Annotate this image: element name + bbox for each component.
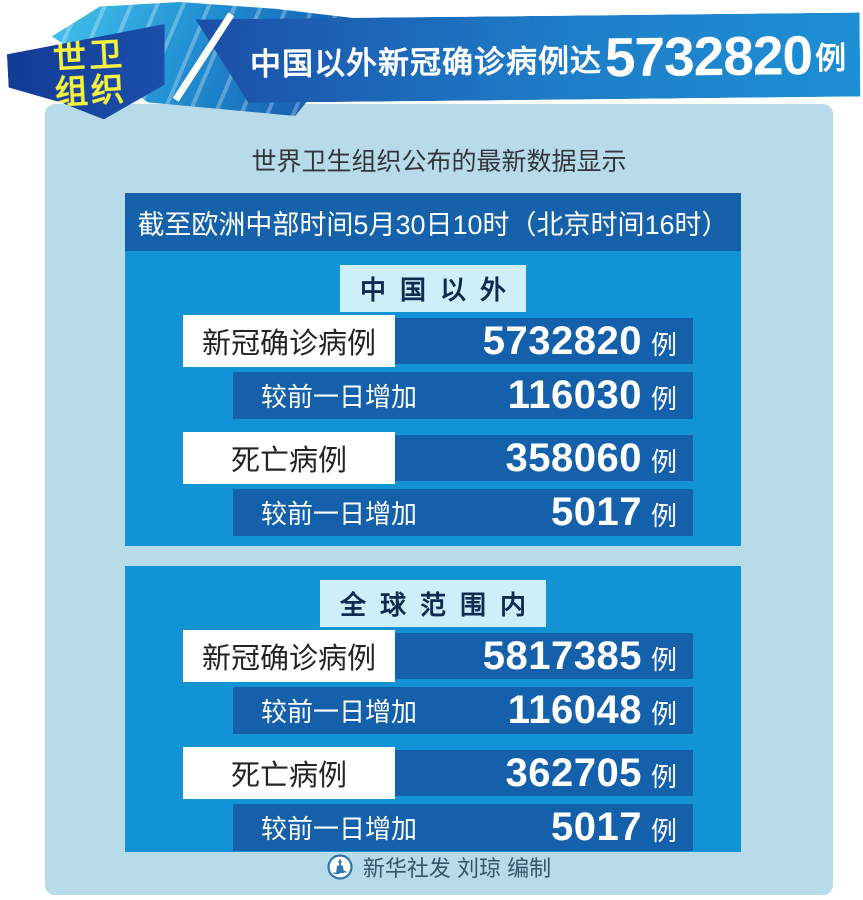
stat-row-daily-increase: 较前一日增加 5017 例 xyxy=(125,489,741,536)
stat-unit: 例 xyxy=(650,699,677,729)
section-outside-china: 中国以外 新冠确诊病例 5732820 例 较前一日增加 116030 例 死亡… xyxy=(125,251,741,546)
stat-unit: 例 xyxy=(650,384,677,414)
intro-text: 世界卫生组织公布的最新数据显示 xyxy=(251,148,627,176)
stat-value: 116048 xyxy=(507,688,642,732)
headline-prefix: 中国以外新冠确诊病例达 xyxy=(249,42,603,82)
stat-unit: 例 xyxy=(650,644,677,675)
stat-row-daily-increase: 较前一日增加 5017 例 xyxy=(125,804,741,851)
stat-label-chip: 死亡病例 xyxy=(183,747,395,799)
stat-label-chip: 死亡病例 xyxy=(183,432,395,484)
credit-text: 新华社发 刘琼 编制 xyxy=(362,856,552,881)
stat-row-deaths: 死亡病例 362705 例 xyxy=(125,747,741,799)
stat-unit: 例 xyxy=(650,761,677,792)
stat-value: 5817385 xyxy=(482,633,642,678)
stat-unit: 例 xyxy=(650,501,677,531)
stat-value-band: 5817385 例 xyxy=(393,633,693,679)
stat-value-band: 358060 例 xyxy=(393,435,693,481)
stat-row-deaths: 死亡病例 358060 例 xyxy=(125,432,741,484)
stat-value-band: 较前一日增加 116048 例 xyxy=(233,687,693,734)
stat-row-daily-increase: 较前一日增加 116030 例 xyxy=(125,372,741,419)
headline-band: 中国以外新冠确诊病例达 5732820 例 xyxy=(196,13,861,104)
stat-label: 较前一日增加 xyxy=(261,382,418,412)
stat-value-band: 5732820 例 xyxy=(393,318,693,364)
stat-label: 较前一日增加 xyxy=(261,814,418,844)
stat-label-chip: 新冠确诊病例 xyxy=(183,315,395,367)
stat-value: 5017 xyxy=(551,490,642,534)
stat-unit: 例 xyxy=(650,329,677,360)
section-title-global: 全球范围内 xyxy=(319,580,547,627)
who-badge-line2: 组织 xyxy=(53,70,128,111)
stat-row-confirmed: 新冠确诊病例 5817385 例 xyxy=(125,630,741,682)
stat-unit: 例 xyxy=(650,446,677,477)
header-banner: 中国以外新冠确诊病例达 5732820 例 世卫 组织 xyxy=(0,0,863,132)
stat-value: 5017 xyxy=(551,805,642,849)
stat-value-band: 较前一日增加 5017 例 xyxy=(233,489,693,536)
stat-label: 较前一日增加 xyxy=(261,697,418,727)
stat-value-band: 362705 例 xyxy=(393,750,693,796)
xinhua-logo-icon xyxy=(327,854,353,880)
who-badge: 世卫 组织 xyxy=(6,24,175,124)
stat-value: 5732820 xyxy=(482,318,642,363)
date-bar-text: 截至欧洲中部时间5月30日10时（北京时间16时） xyxy=(137,209,729,240)
stat-row-daily-increase: 较前一日增加 116048 例 xyxy=(125,687,741,734)
section-global: 全球范围内 新冠确诊病例 5817385 例 较前一日增加 116048 例 死… xyxy=(125,566,741,852)
stat-label: 较前一日增加 xyxy=(261,499,418,529)
stat-value: 116030 xyxy=(507,373,642,417)
stat-value: 358060 xyxy=(505,435,642,480)
headline-unit: 例 xyxy=(814,40,847,76)
headline-number: 5732820 xyxy=(604,24,813,89)
stat-value-band: 较前一日增加 116030 例 xyxy=(233,372,693,419)
content-panel: 世界卫生组织公布的最新数据显示 截至欧洲中部时间5月30日10时（北京时间16时… xyxy=(45,104,833,895)
date-bar: 截至欧洲中部时间5月30日10时（北京时间16时） xyxy=(125,193,741,251)
footer-credit: 新华社发 刘琼 编制 xyxy=(45,851,833,883)
section-title-outside-china: 中国以外 xyxy=(339,265,527,312)
stat-row-confirmed: 新冠确诊病例 5732820 例 xyxy=(125,315,741,367)
stat-label-chip: 新冠确诊病例 xyxy=(183,630,395,682)
stat-unit: 例 xyxy=(650,816,677,846)
stat-value-band: 较前一日增加 5017 例 xyxy=(233,804,693,851)
stat-value: 362705 xyxy=(505,750,642,795)
